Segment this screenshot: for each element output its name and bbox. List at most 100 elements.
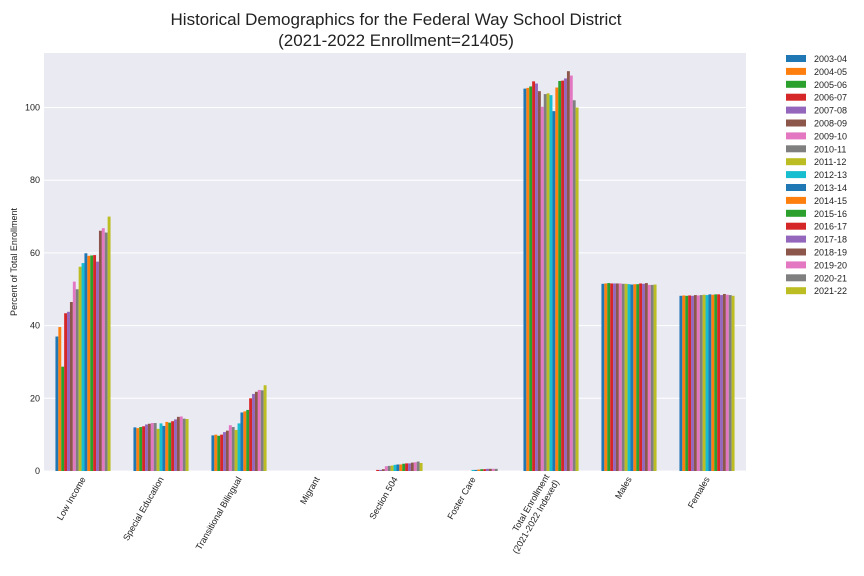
- bar: [691, 295, 694, 471]
- bar: [621, 283, 625, 471]
- legend-swatch: [786, 106, 806, 114]
- bar: [566, 71, 570, 471]
- bar: [246, 409, 250, 471]
- bar: [564, 78, 567, 471]
- bar: [474, 469, 478, 471]
- bar: [107, 216, 111, 471]
- legend-swatch: [786, 196, 806, 204]
- bar: [90, 255, 94, 471]
- legend-swatch: [786, 274, 806, 282]
- legend-label: 2017-18: [814, 235, 847, 245]
- y-axis-label: Percent of Total Enrollment: [9, 208, 19, 316]
- bar: [228, 425, 232, 471]
- bar: [604, 283, 608, 471]
- legend-swatch: [786, 119, 806, 127]
- legend-label: 2008-09: [814, 119, 847, 129]
- bar: [607, 283, 611, 471]
- legend-swatch: [786, 248, 806, 256]
- bar: [81, 263, 85, 471]
- bar: [540, 106, 544, 471]
- bar: [243, 411, 247, 471]
- bar: [67, 311, 70, 471]
- y-tick-label: 40: [30, 321, 40, 331]
- bar: [647, 284, 651, 471]
- bar: [393, 464, 397, 471]
- x-tick-label: Low Income: [55, 475, 88, 522]
- bar: [165, 421, 169, 471]
- legend-label: 2005-06: [814, 80, 847, 90]
- bar: [162, 425, 166, 471]
- legend-label: 2014-15: [814, 196, 847, 206]
- bar: [231, 427, 235, 471]
- y-tick-label: 100: [25, 103, 40, 113]
- bar: [225, 430, 229, 471]
- bar: [491, 468, 495, 471]
- bar: [708, 294, 712, 471]
- legend-label: 2007-08: [814, 106, 847, 116]
- bar: [711, 294, 715, 471]
- x-tick-label: Males: [613, 475, 634, 501]
- bar: [390, 465, 394, 471]
- bar: [488, 468, 492, 471]
- bar: [642, 283, 645, 471]
- legend-label: 2020-21: [814, 273, 847, 283]
- bar: [176, 416, 180, 471]
- legend-swatch: [786, 171, 806, 179]
- bar: [627, 284, 631, 471]
- legend-swatch: [786, 93, 806, 101]
- x-tick-label: Total Enrollment(2021-2022 Indexed): [501, 472, 561, 555]
- bar: [96, 261, 99, 471]
- bar: [650, 284, 654, 471]
- bar: [381, 469, 385, 471]
- bar: [78, 266, 82, 471]
- bar: [240, 412, 244, 471]
- bar: [150, 423, 154, 471]
- legend-label: 2015-16: [814, 209, 847, 219]
- bar: [58, 327, 62, 471]
- bar: [494, 468, 498, 471]
- bar: [156, 428, 160, 471]
- legend-label: 2010-11: [814, 144, 846, 154]
- bar: [630, 284, 634, 471]
- legend-swatch: [786, 145, 806, 153]
- bar: [263, 385, 267, 471]
- bar: [257, 389, 261, 471]
- y-tick-label: 60: [30, 248, 40, 258]
- bar: [217, 435, 221, 471]
- bar: [410, 462, 414, 471]
- bar: [185, 419, 189, 471]
- x-tick-label: Females: [686, 475, 712, 510]
- bar: [639, 283, 643, 471]
- x-axis-ticks: Low Income Special Education Transitional …: [55, 472, 712, 555]
- bar: [237, 423, 241, 471]
- bar: [693, 295, 697, 471]
- bar: [223, 432, 226, 471]
- bar: [416, 461, 420, 471]
- y-axis-ticks: 0 20 40 60 80 100: [25, 103, 40, 476]
- bar: [725, 294, 729, 471]
- x-tick-label: Foster Care: [445, 475, 477, 521]
- bar: [549, 95, 553, 471]
- bar: [705, 295, 709, 471]
- bar: [523, 88, 527, 471]
- bar: [168, 422, 172, 471]
- x-tick-label: Migrant: [298, 475, 322, 506]
- bar: [546, 93, 550, 472]
- bar: [699, 295, 703, 471]
- legend-label: 2012-13: [814, 170, 847, 180]
- legend-label: 2013-14: [814, 183, 847, 193]
- bar: [526, 87, 530, 471]
- bar: [64, 313, 68, 471]
- legend-swatch: [786, 261, 806, 269]
- chart-subtitle: (2021-2022 Enrollment=21405): [278, 31, 514, 50]
- bar: [153, 423, 157, 471]
- bar: [477, 469, 481, 471]
- bar: [69, 301, 73, 471]
- bar: [610, 283, 614, 471]
- bar: [624, 283, 628, 471]
- bar: [532, 81, 536, 471]
- bar: [682, 295, 686, 471]
- bars: [55, 71, 735, 472]
- bar: [84, 253, 88, 471]
- bar: [101, 228, 105, 471]
